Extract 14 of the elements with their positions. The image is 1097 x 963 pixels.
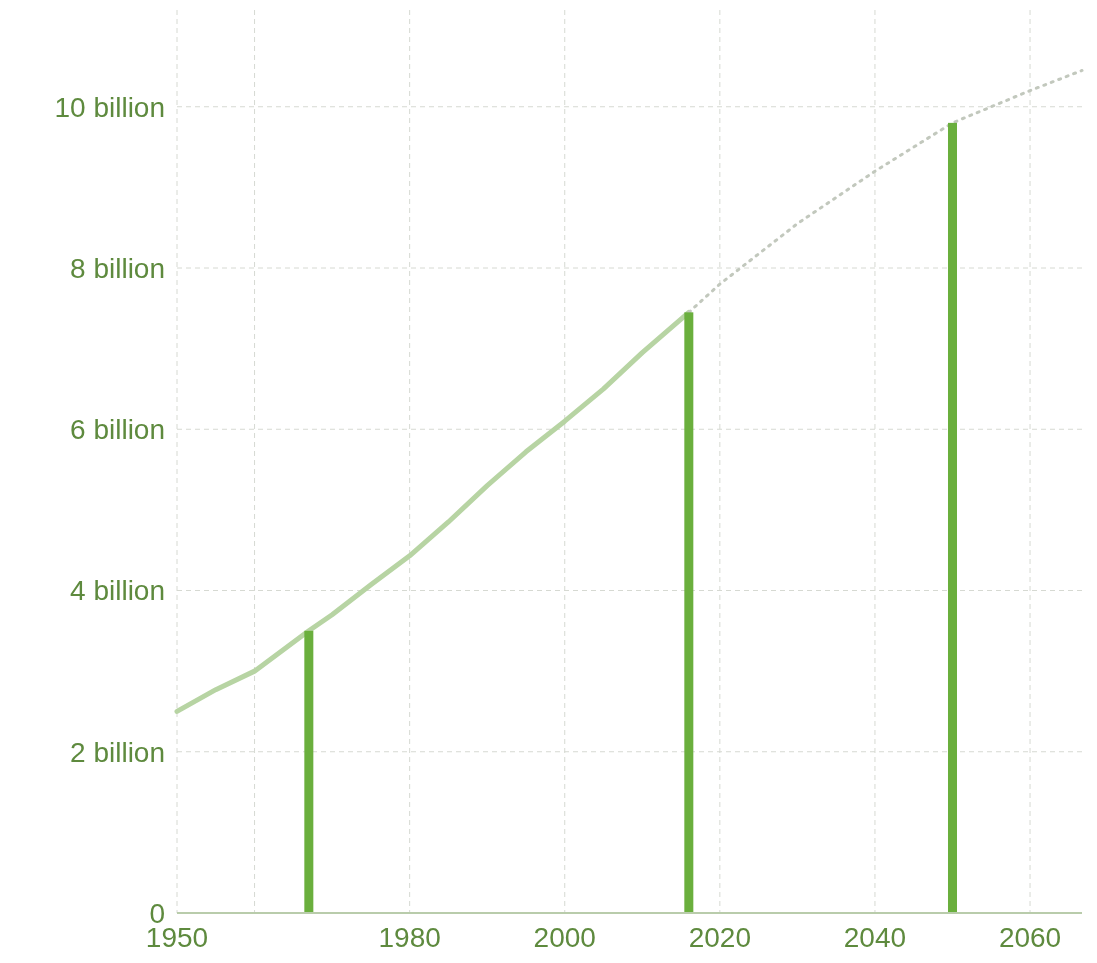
bar — [947, 122, 957, 913]
x-tick-label: 2060 — [998, 922, 1062, 953]
x-tick-label: 2000 — [533, 922, 596, 953]
x-tick-label: 2040 — [843, 922, 907, 953]
y-tick-label: 4 billion — [70, 575, 165, 607]
x-tick-label: 1980 — [378, 922, 441, 953]
y-tick-label: 10 billion — [54, 91, 165, 123]
x-tick-label: 2020 — [688, 922, 751, 953]
y-tick-label: 2 billion — [70, 736, 165, 768]
bar — [304, 630, 314, 913]
line-series — [687, 68, 1084, 314]
bar — [684, 312, 694, 913]
y-tick-label: 8 billion — [70, 252, 165, 284]
y-tick-label: 6 billion — [70, 414, 165, 446]
